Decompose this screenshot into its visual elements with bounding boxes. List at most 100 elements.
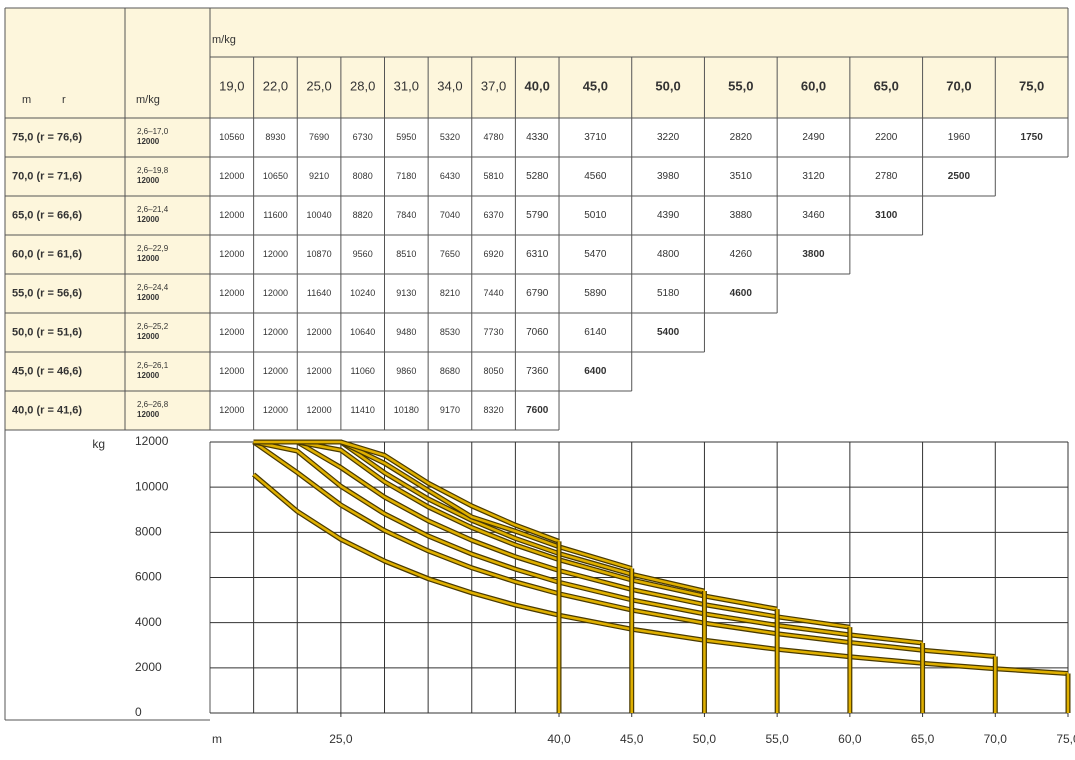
load-cell: 7060 xyxy=(526,327,549,338)
corner-m: m xyxy=(22,94,31,106)
radius-range: 2,6–17,0 xyxy=(137,127,169,136)
load-cell: 3510 xyxy=(730,171,753,182)
load-cell: 7600 xyxy=(526,405,549,416)
x-label: m xyxy=(212,732,222,746)
x-tick-label: 70,0 xyxy=(984,732,1008,746)
column-header: 22,0 xyxy=(263,78,288,93)
y-tick-label: 2000 xyxy=(135,660,162,674)
load-cell: 6920 xyxy=(484,249,504,259)
load-cell: 6400 xyxy=(584,366,607,377)
load-cell: 5180 xyxy=(657,288,680,299)
column-header: 70,0 xyxy=(946,78,971,93)
load-cell: 10180 xyxy=(394,405,419,415)
unit-col: m/kg xyxy=(136,94,160,106)
load-curve xyxy=(253,440,778,611)
load-cell: 10040 xyxy=(307,210,332,220)
load-cell: 12000 xyxy=(263,366,288,376)
max-load: 12000 xyxy=(137,410,160,419)
x-tick-label: 75,0 xyxy=(1056,732,1075,746)
load-cell: 5010 xyxy=(584,210,607,221)
load-cell: 12000 xyxy=(307,366,332,376)
column-header: 45,0 xyxy=(583,78,608,93)
radius-range: 2,6–26,1 xyxy=(137,361,169,370)
span-header: m/kg xyxy=(212,34,236,46)
load-cell: 3800 xyxy=(802,249,825,260)
column-header: 34,0 xyxy=(437,78,462,93)
boom-length: 70,0 (r = 71,6) xyxy=(12,170,82,182)
load-cell: 6140 xyxy=(584,327,607,338)
load-cell: 12000 xyxy=(263,327,288,337)
load-cell: 2780 xyxy=(875,171,898,182)
x-tick-label: 55,0 xyxy=(765,732,789,746)
max-load: 12000 xyxy=(137,332,160,341)
max-load: 12000 xyxy=(137,215,160,224)
load-cell: 10560 xyxy=(219,132,244,142)
load-cell: 8680 xyxy=(440,366,460,376)
load-cell: 8510 xyxy=(396,249,416,259)
load-cell: 1750 xyxy=(1021,132,1044,143)
column-header: 19,0 xyxy=(219,78,244,93)
load-cell: 4330 xyxy=(526,132,549,143)
x-tick-label: 25,0 xyxy=(329,732,353,746)
column-header: 55,0 xyxy=(728,78,753,93)
column-header: 37,0 xyxy=(481,78,506,93)
column-header: 31,0 xyxy=(394,78,419,93)
load-cell: 10240 xyxy=(350,288,375,298)
load-cell: 11640 xyxy=(307,288,331,298)
load-curve-outline xyxy=(252,472,1069,676)
load-cell: 11060 xyxy=(351,366,375,376)
load-cell: 9480 xyxy=(396,327,416,337)
load-cell: 12000 xyxy=(219,210,244,220)
radius-range: 2,6–21,4 xyxy=(137,205,169,214)
load-cell: 5280 xyxy=(526,171,549,182)
load-cell: 10640 xyxy=(350,327,375,337)
load-cell: 9130 xyxy=(396,288,416,298)
column-header: 25,0 xyxy=(306,78,331,93)
load-cell: 8210 xyxy=(440,288,460,298)
load-cell: 8530 xyxy=(440,327,460,337)
load-cell: 7180 xyxy=(396,171,416,181)
x-tick-label: 50,0 xyxy=(693,732,717,746)
load-cell: 4390 xyxy=(657,210,680,221)
load-cell: 3460 xyxy=(802,210,825,221)
load-cell: 12000 xyxy=(219,405,244,415)
boom-length: 65,0 (r = 66,6) xyxy=(12,209,82,221)
boom-length: 60,0 (r = 61,6) xyxy=(12,248,82,260)
load-cell: 11410 xyxy=(351,405,375,415)
load-curve xyxy=(253,440,560,543)
load-cell: 9210 xyxy=(309,171,329,181)
load-cell: 6310 xyxy=(526,249,549,260)
load-cell: 6730 xyxy=(353,132,373,142)
load-cell: 12000 xyxy=(219,327,244,337)
load-cell: 4600 xyxy=(730,288,753,299)
load-cell: 4780 xyxy=(484,132,504,142)
column-header: 50,0 xyxy=(655,78,680,93)
boom-length: 50,0 (r = 51,6) xyxy=(12,326,82,338)
load-cell: 5320 xyxy=(440,132,460,142)
max-load: 12000 xyxy=(137,254,160,263)
load-curve xyxy=(252,473,1069,675)
load-cell: 4260 xyxy=(730,249,753,260)
load-cell: 12000 xyxy=(263,288,288,298)
load-cell: 8320 xyxy=(484,405,504,415)
x-tick-label: 45,0 xyxy=(620,732,644,746)
header-bg xyxy=(5,8,1068,118)
load-cell: 2500 xyxy=(948,171,971,182)
load-cell: 9170 xyxy=(440,405,460,415)
load-cell: 8080 xyxy=(353,171,373,181)
load-cell: 7840 xyxy=(396,210,416,220)
max-load: 12000 xyxy=(137,137,160,146)
load-cell: 6370 xyxy=(484,210,504,220)
column-header: 40,0 xyxy=(525,78,550,93)
load-cell: 1960 xyxy=(948,132,971,143)
column-header: 60,0 xyxy=(801,78,826,93)
radius-range: 2,6–26,8 xyxy=(137,400,169,409)
load-cell: 5890 xyxy=(584,288,607,299)
y-label: kg xyxy=(92,437,105,451)
load-curve xyxy=(252,440,996,658)
load-cell: 12000 xyxy=(263,249,288,259)
load-cell: 5810 xyxy=(484,171,504,181)
load-cell: 3710 xyxy=(584,132,607,143)
load-cell: 3880 xyxy=(730,210,753,221)
